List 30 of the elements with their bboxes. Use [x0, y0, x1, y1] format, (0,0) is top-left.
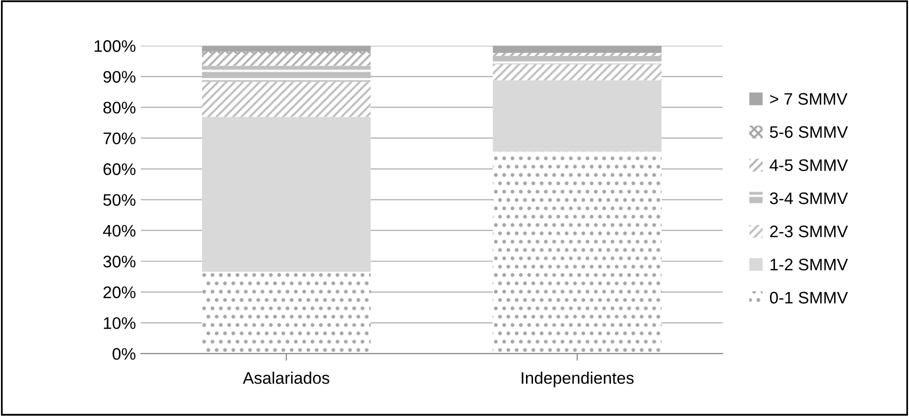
y-tick-label: 70% [104, 132, 136, 144]
bar [492, 152, 662, 354]
y-tick-label: 40% [103, 224, 136, 237]
bar [202, 272, 371, 354]
y-tick-label: 90% [103, 70, 136, 83]
legend-label: 1-2 SMMV [770, 258, 848, 270]
y-tick-label: 30% [103, 256, 136, 268]
bar [492, 56, 662, 64]
y-tick-label: 60% [104, 163, 136, 176]
bar [202, 53, 371, 66]
bar [202, 66, 371, 82]
bar [492, 52, 662, 56]
bar [202, 116, 371, 272]
legend-label: 4-5 SMMV [770, 159, 848, 172]
legend-label: 2-3 SMMV [770, 226, 848, 238]
bar [492, 64, 662, 80]
y-tick-label: 100% [94, 40, 136, 52]
x-tick-label: Asalariados [242, 372, 330, 384]
legend-label: 0-1 SMMV [770, 292, 848, 304]
bar [492, 80, 662, 152]
bar [202, 82, 371, 117]
legend-label: 3-4 SMMV [770, 192, 848, 204]
legend-label: > 7 SMMV [770, 93, 848, 105]
y-tick-label: 0% [112, 348, 136, 360]
x-tick-label: Independientes [522, 372, 634, 388]
y-tick-label: 10% [104, 317, 136, 330]
y-tick-label: 80% [103, 102, 136, 114]
legend-label: 5-6 SMMV [770, 126, 848, 138]
y-tick-label: 50% [103, 194, 136, 206]
y-tick-label: 20% [104, 286, 136, 298]
